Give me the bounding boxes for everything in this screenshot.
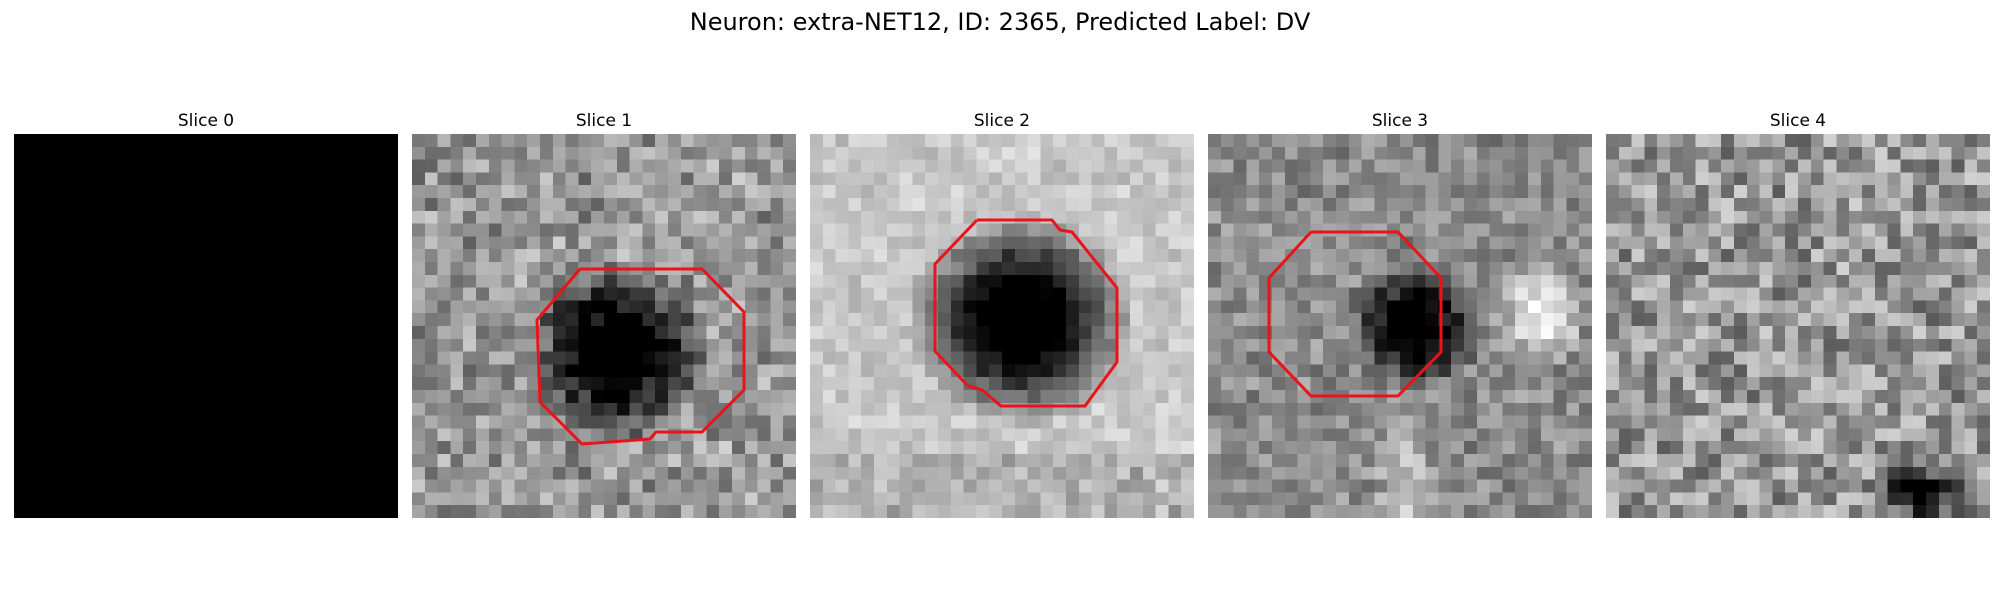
slice-title-3: Slice 3 (1371, 111, 1429, 131)
slice-image-wrap-4 (1606, 134, 1990, 518)
slice-panel-0: Slice 0 (14, 108, 398, 518)
slice-image-4 (1606, 134, 1990, 518)
slice-title-1: Slice 1 (575, 111, 633, 131)
slice-image-1 (412, 134, 796, 518)
slice-image-wrap-2 (810, 134, 1194, 518)
slice-title-0: Slice 0 (177, 111, 235, 131)
slice-image-wrap-1 (412, 134, 796, 518)
figure-title: Neuron: extra-NET12, ID: 2365, Predicted… (689, 8, 1311, 36)
slice-image-0 (14, 134, 398, 518)
slice-image-2 (810, 134, 1194, 518)
slice-panel-3: Slice 3 (1208, 108, 1592, 518)
slice-image-wrap-0 (14, 134, 398, 518)
slice-panel-4: Slice 4 (1606, 108, 1990, 518)
roi-outline-1 (535, 267, 746, 446)
roi-outline-2 (933, 218, 1119, 408)
slice-title-4: Slice 4 (1769, 111, 1827, 131)
slice-image-wrap-3 (1208, 134, 1592, 518)
roi-outline-3 (1267, 230, 1443, 398)
slice-image-3 (1208, 134, 1592, 518)
slice-panel-1: Slice 1 (412, 108, 796, 518)
slice-title-2: Slice 2 (973, 111, 1031, 131)
slice-panel-2: Slice 2 (810, 108, 1194, 518)
